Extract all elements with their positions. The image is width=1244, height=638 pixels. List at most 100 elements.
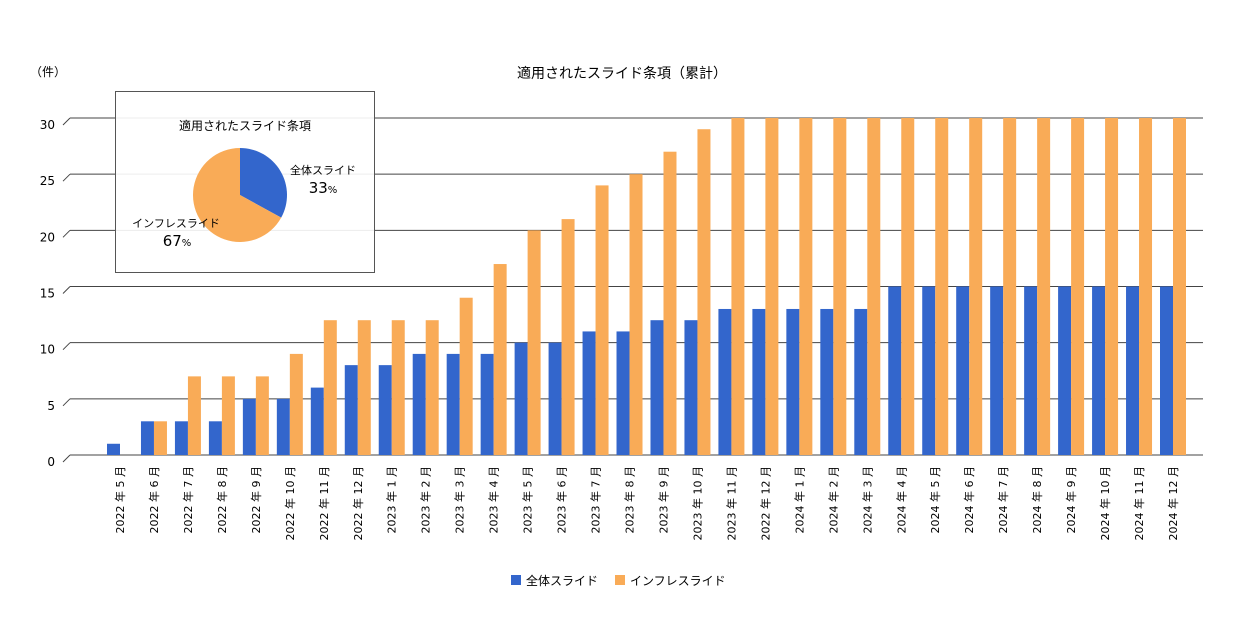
legend: 全体スライド インフレスライド — [511, 573, 726, 588]
gridline-bevel — [62, 454, 71, 463]
bar-inflation — [561, 219, 575, 455]
bar-zentai — [140, 421, 154, 455]
bar-inflation — [357, 320, 371, 455]
bar-inflation — [323, 320, 337, 455]
x-tick-label: 2022 年 11 月 — [317, 466, 331, 540]
x-tick-label: 2023 年 6 月 — [555, 466, 569, 533]
bar-zentai — [718, 308, 732, 455]
x-tick-label: 2023 年 1 月 — [385, 466, 399, 533]
x-tick-label: 2024 年 3 月 — [860, 466, 874, 533]
bar-zentai — [412, 353, 426, 455]
bar-inflation — [1105, 118, 1119, 455]
bar-zentai — [548, 342, 562, 455]
bar-inflation — [731, 118, 745, 455]
bar-zentai — [650, 320, 664, 455]
x-tick-label: 2022 年 12 月 — [758, 466, 772, 540]
bar-zentai — [208, 421, 222, 455]
x-tick-label: 2022 年 5 月 — [113, 466, 127, 533]
x-tick-label: 2024 年 6 月 — [962, 466, 976, 533]
bar-inflation — [901, 118, 915, 455]
bar-zentai — [616, 331, 630, 455]
y-tick-label: 15 — [40, 287, 55, 301]
bar-inflation — [153, 421, 167, 455]
pie-slice-inflation — [192, 148, 282, 242]
x-tick-label: 2024 年 7 月 — [996, 466, 1010, 533]
x-tick-label: 2023 年 10 月 — [690, 466, 704, 540]
y-tick-label: 10 — [40, 343, 55, 357]
pie-percent-sign: % — [182, 238, 192, 249]
bar-inflation — [1003, 118, 1017, 455]
bar-zentai — [174, 421, 188, 455]
bar-zentai — [582, 331, 596, 455]
bar-inflation — [527, 230, 541, 455]
bar-zentai — [854, 308, 868, 455]
x-tick-label: 2023 年 2 月 — [419, 466, 433, 533]
bar-zentai — [1024, 286, 1038, 455]
x-tick-label: 2024 年 1 月 — [792, 466, 806, 533]
pie-inset: 適用されたスライド条項 全体スライド 33% インフレスライド 67% — [115, 91, 375, 273]
bar-zentai — [514, 342, 528, 455]
x-tick-label: 2024 年 10 月 — [1098, 466, 1112, 540]
bar-inflation — [969, 118, 983, 455]
legend-swatch-zentai — [511, 575, 521, 585]
bar-inflation — [1071, 118, 1085, 455]
x-tick-label: 2022 年 7 月 — [181, 466, 195, 533]
y-tick-label: 20 — [40, 230, 55, 244]
y-axis-ticks: 0 5 10 15 20 25 30 — [40, 118, 55, 469]
bar-inflation — [459, 297, 473, 455]
bar-zentai — [446, 353, 460, 455]
legend-label-inflation: インフレスライド — [630, 574, 726, 588]
x-tick-label: 2023 年 5 月 — [521, 466, 535, 533]
bar-zentai — [1058, 286, 1072, 455]
pie-slice-zentai — [240, 148, 287, 218]
bar-zentai — [956, 286, 970, 455]
bar-zentai — [1092, 286, 1106, 455]
bar-zentai — [107, 443, 120, 455]
pie-label-zentai-percent: 33% — [309, 179, 338, 197]
bar-zentai — [888, 286, 902, 455]
bar-zentai — [752, 308, 766, 455]
bar-inflation — [1173, 118, 1186, 455]
y-tick-label: 0 — [47, 455, 55, 469]
x-axis-labels: 2022 年 5 月 2022 年 6 月 2022 年 7 月 2022 年 8 月… — [113, 466, 1180, 540]
pie-label-inflation-name: インフレスライド — [132, 217, 220, 230]
x-tick-label: 2023 年 4 月 — [487, 466, 501, 533]
x-tick-label: 2024 年 8 月 — [1030, 466, 1044, 533]
chart-title: 適用されたスライド条項（累計） — [517, 65, 727, 82]
bar-inflation — [493, 264, 507, 455]
x-tick-label: 2023 年 8 月 — [623, 466, 637, 533]
bar-zentai — [310, 387, 324, 455]
bar-zentai — [1126, 286, 1140, 455]
bars — [107, 118, 1186, 455]
x-tick-label: 2024 年 9 月 — [1064, 466, 1078, 533]
bar-inflation — [697, 129, 711, 455]
bar-zentai — [378, 365, 392, 455]
x-tick-label: 2024 年 12 月 — [1166, 466, 1180, 540]
y-tick-label: 30 — [40, 118, 55, 132]
x-tick-label: 2022 年 9 月 — [249, 466, 263, 533]
bar-zentai — [786, 308, 800, 455]
legend-label-zentai: 全体スライド — [526, 573, 598, 588]
pie-percent-sign: % — [328, 185, 338, 196]
x-tick-label: 2022 年 8 月 — [215, 466, 229, 533]
bar-inflation — [629, 174, 643, 455]
bar-zentai — [276, 398, 290, 455]
bar-inflation — [255, 376, 269, 455]
bar-inflation — [765, 118, 779, 455]
x-tick-label: 2022 年 12 月 — [351, 466, 365, 540]
bar-zentai — [922, 286, 936, 455]
bar-inflation — [833, 118, 847, 455]
gridline-bevel — [62, 286, 71, 294]
bar-zentai — [1160, 286, 1173, 455]
legend-swatch-inflation — [615, 575, 625, 585]
bar-zentai — [684, 320, 698, 455]
bar-zentai — [242, 398, 256, 455]
x-tick-label: 2022 年 10 月 — [283, 466, 297, 540]
x-tick-label: 2024 年 11 月 — [1132, 466, 1146, 540]
pie-percent-value: 33 — [309, 179, 328, 197]
x-tick-label: 2022 年 6 月 — [147, 466, 161, 533]
pie-label-inflation-percent: 67% — [163, 232, 192, 250]
x-tick-label: 2023 年 9 月 — [656, 466, 670, 533]
bar-inflation — [1139, 118, 1153, 455]
